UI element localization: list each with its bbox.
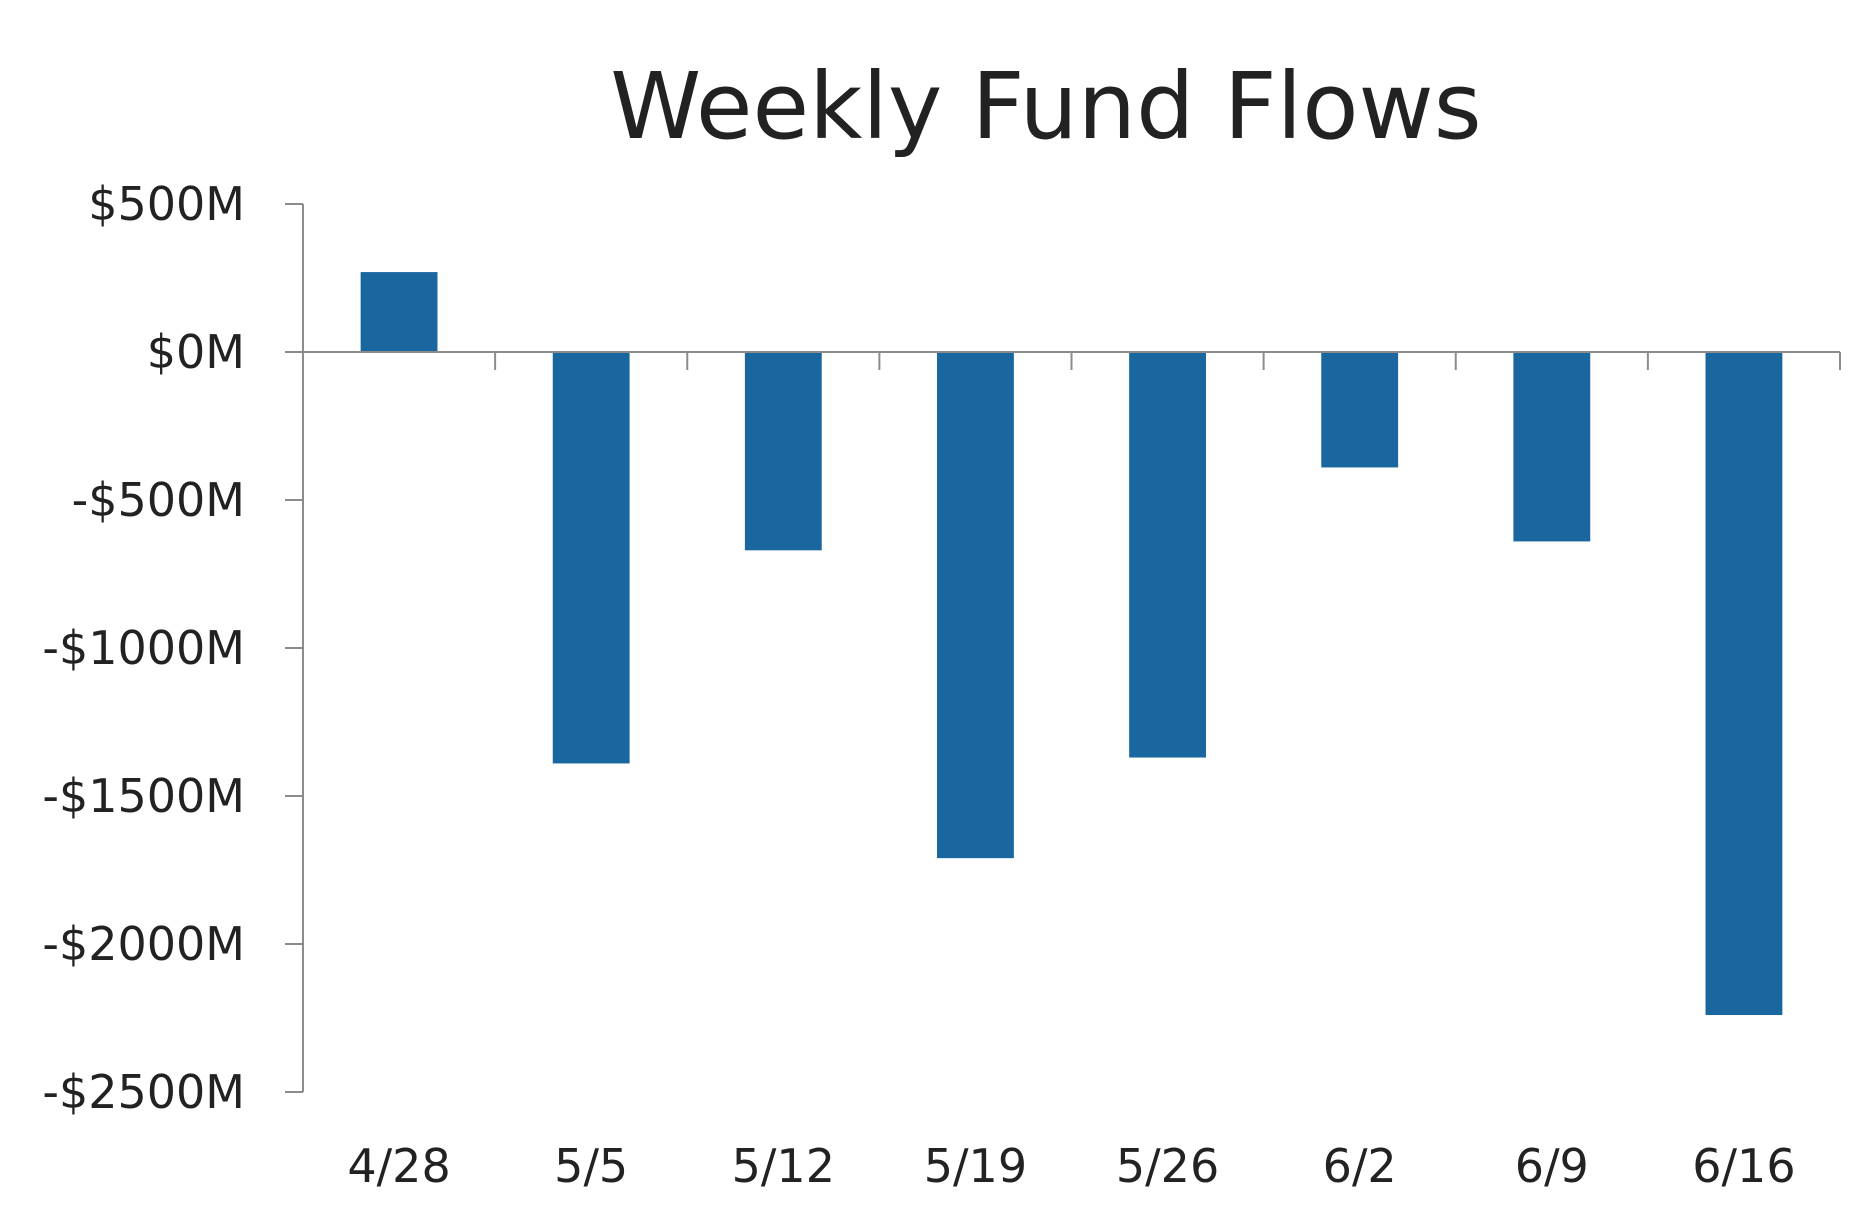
x-tick-label: 5/5 [554,1139,628,1193]
x-tick-label: 5/19 [924,1139,1027,1193]
bar-6-16 [1705,352,1783,1016]
y-tick-label: $500M [88,177,245,231]
y-tick-label: $0M [147,325,245,379]
y-tick-label: -$1500M [42,769,245,823]
bar-6-9 [1513,352,1591,542]
y-tick-label: -$2000M [42,917,245,971]
chart-title: Weekly Fund Flows [610,53,1481,160]
bar-5-5 [552,352,630,764]
bars [360,272,1783,1016]
x-tick-label: 6/9 [1515,1139,1589,1193]
x-tick-label: 6/16 [1692,1139,1795,1193]
x-tick-label: 5/26 [1116,1139,1219,1193]
bar-4-28 [360,272,438,352]
x-axis: 4/28 5/5 5/12 5/19 5/26 6/2 6/9 6/16 [303,351,1841,1193]
bar-6-2 [1321,352,1399,468]
y-axis: $500M $0M -$500M -$1000M -$1500M -$2000M -$250… [42,177,304,1119]
y-tick-label: -$2500M [42,1065,245,1119]
x-tick-label: 5/12 [732,1139,835,1193]
y-tick-label: -$500M [72,473,245,527]
x-tick-label: 6/2 [1323,1139,1397,1193]
bar-5-26 [1129,352,1206,758]
y-tick-label: -$1000M [42,621,245,675]
bar-5-19 [937,352,1014,859]
bar-5-12 [744,352,822,551]
x-tick-label: 4/28 [347,1139,450,1193]
